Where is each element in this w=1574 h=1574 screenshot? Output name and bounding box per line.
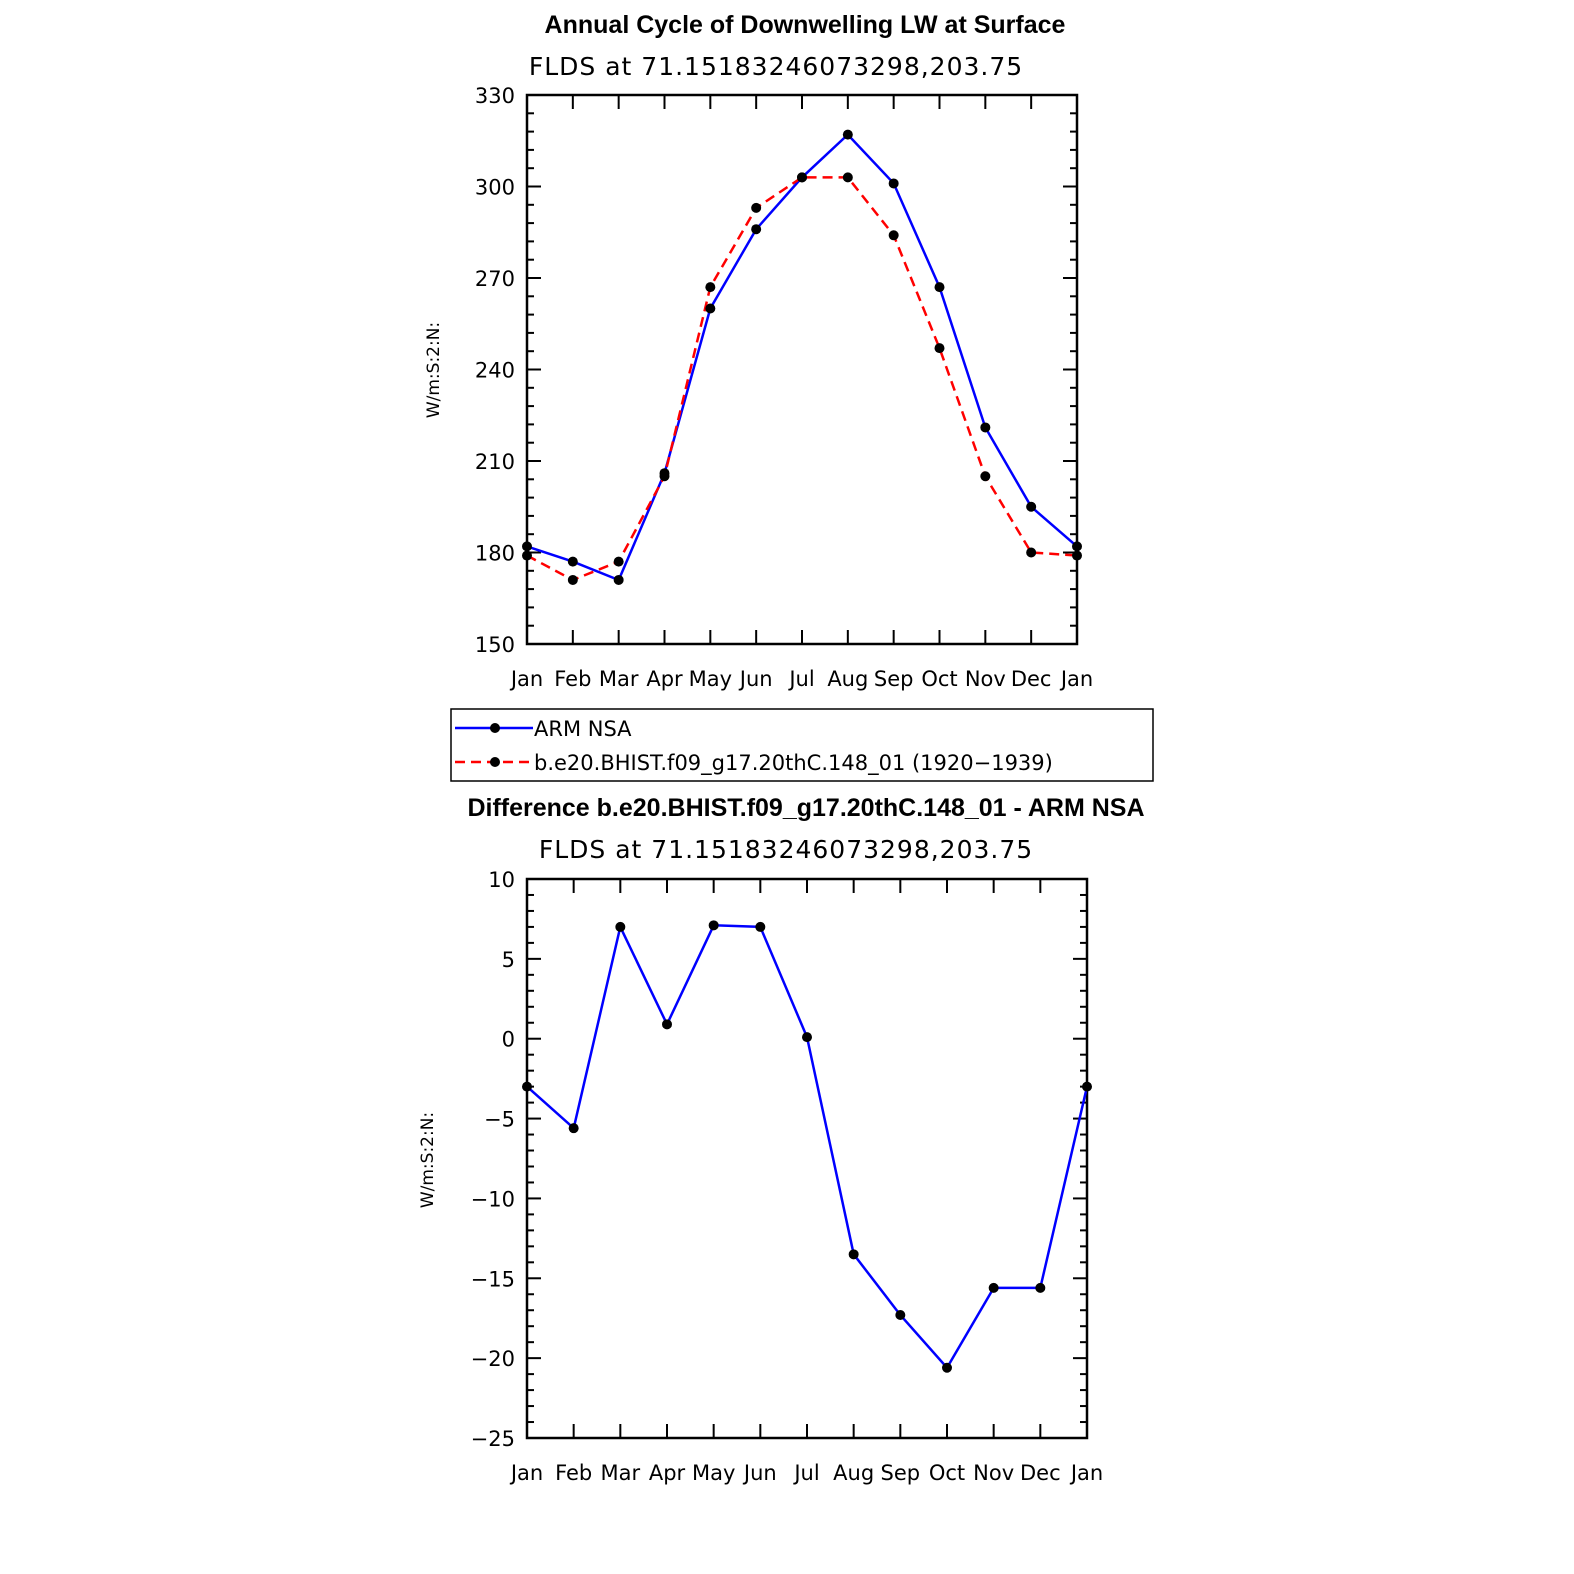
bottom-series-0-point	[942, 1362, 952, 1373]
bottom-series-line-0	[526, 923, 1089, 1370]
top-series-1-point	[980, 471, 991, 482]
top-xtick-label: Nov	[965, 667, 1006, 691]
bottom-chart-subtitle: FLDS at 71.15183246073298,203.75	[539, 835, 1033, 864]
top-y-axis-label: W/m:S:2:N:	[424, 322, 444, 418]
bottom-series-0-point	[568, 1123, 579, 1134]
bottom-xtick-label: Aug	[833, 1461, 874, 1485]
bottom-chart-title: Difference b.e20.BHIST.f09_g17.20thC.148…	[467, 794, 1144, 822]
top-xtick-label: Jan	[509, 667, 543, 691]
top-xtick-label: Jan	[1059, 667, 1093, 691]
top-ytick-label: 240	[475, 359, 515, 383]
bottom-series-0-point	[895, 1310, 906, 1321]
bottom-ytick-label: 10	[488, 868, 515, 892]
bottom-xtick-label: Dec	[1020, 1461, 1061, 1485]
top-series-1-point	[842, 172, 853, 183]
bottom-series-0-point	[1035, 1282, 1046, 1293]
top-xtick-label: Dec	[1011, 667, 1052, 691]
bottom-xtick-label: Apr	[649, 1461, 686, 1485]
bottom-ytick-label: −15	[471, 1267, 515, 1291]
bottom-xtick-label: Sep	[881, 1461, 921, 1485]
top-chart-title: Annual Cycle of Downwelling LW at Surfac…	[545, 11, 1066, 39]
top-xtick-label: May	[689, 667, 732, 691]
top-plot-area: 150 180 210 240 270 300 330 Jan Feb Mar Apr May Jun J…	[475, 84, 1093, 691]
top-xtick-label: Mar	[599, 667, 639, 691]
bottom-series-0-point	[615, 921, 626, 932]
bottom-ytick-label: −10	[471, 1187, 515, 1211]
bottom-ytick-label: −25	[471, 1427, 515, 1451]
top-ytick-label: 150	[475, 633, 515, 657]
bottom-series-0-point	[802, 1032, 812, 1043]
top-series-1-point	[934, 343, 945, 354]
bottom-ytick-label: 5	[502, 948, 515, 972]
top-series-1-point	[1026, 547, 1037, 558]
legend-marker-model	[490, 757, 500, 767]
top-series-0-point	[751, 224, 762, 235]
top-series-0-point	[705, 303, 716, 314]
bottom-series-0-point	[662, 1019, 672, 1030]
legend-marker-arm-nsa	[490, 723, 500, 733]
bottom-xtick-label: Jul	[792, 1461, 819, 1485]
top-series-0-point	[522, 541, 532, 552]
top-series-1-point	[522, 550, 532, 561]
bottom-y-axis-label: W/m:S:2:N:	[418, 1112, 438, 1208]
top-series-1-point	[613, 556, 624, 567]
bottom-ytick-label: 0	[502, 1028, 515, 1052]
top-series-1-point	[705, 282, 716, 293]
legend-label-model: b.e20.BHIST.f09_g17.20thC.148_01 (1920−1…	[534, 751, 1053, 776]
top-xtick-label: Feb	[554, 667, 591, 691]
top-series-1-point	[888, 230, 899, 241]
bottom-ytick-label: −5	[484, 1108, 515, 1132]
top-xtick-label: Apr	[646, 667, 683, 691]
top-ytick-label: 300	[475, 176, 515, 200]
top-series-0-point	[842, 129, 853, 140]
top-series-0-point	[888, 178, 899, 189]
top-ytick-label: 210	[475, 450, 515, 474]
bottom-series-0-point	[522, 1081, 532, 1092]
top-series-0-point	[613, 574, 624, 585]
bottom-series-0-point	[848, 1249, 859, 1260]
top-series-line-1	[526, 176, 1078, 582]
top-chart-subtitle: FLDS at 71.15183246073298,203.75	[529, 52, 1023, 81]
top-xtick-label: Oct	[921, 667, 957, 691]
top-series-1-point	[659, 471, 670, 482]
bottom-xtick-label: Oct	[929, 1461, 965, 1485]
bottom-xtick-label: Nov	[973, 1461, 1014, 1485]
top-series-1-point	[567, 574, 578, 585]
bottom-xtick-label: Jan	[509, 1461, 543, 1485]
bottom-xtick-label: May	[692, 1461, 735, 1485]
top-series-1-point	[751, 202, 762, 213]
top-series-1-point	[797, 172, 807, 183]
top-xtick-label: Jul	[787, 667, 814, 691]
bottom-xtick-label: Mar	[601, 1461, 641, 1485]
top-ytick-label: 180	[475, 542, 515, 566]
top-ytick-label: 330	[475, 84, 515, 108]
legend-box	[450, 708, 1154, 782]
top-series-0-point	[1026, 501, 1037, 512]
top-series-0-point	[567, 556, 578, 567]
legend: ARM NSA b.e20.BHIST.f09_g17.20thC.148_01…	[450, 708, 1154, 782]
bottom-series-0-point	[1082, 1081, 1092, 1092]
top-series-0-point	[934, 282, 945, 293]
bottom-plot-area: −25 −20 −15 −10 −5 0 5 10 Jan Feb Mar Apr May Jun Jul A…	[471, 868, 1104, 1485]
bottom-xtick-label: Jun	[742, 1461, 777, 1485]
top-xtick-label: Jun	[738, 667, 773, 691]
top-series-0-point	[1072, 541, 1082, 552]
top-xtick-label: Sep	[874, 667, 914, 691]
top-series-1-point	[1072, 550, 1082, 561]
bottom-series-0-point	[708, 920, 719, 931]
bottom-series-0-point	[988, 1282, 999, 1293]
bottom-xtick-label: Jan	[1069, 1461, 1103, 1485]
legend-label-arm-nsa: ARM NSA	[534, 717, 632, 741]
top-series-0-point	[980, 422, 991, 433]
top-xtick-label: Aug	[827, 667, 868, 691]
bottom-series-0-point	[755, 921, 766, 932]
top-ytick-label: 270	[475, 267, 515, 291]
bottom-ytick-label: −20	[471, 1347, 515, 1371]
top-series-line-0	[526, 132, 1078, 582]
bottom-xtick-label: Feb	[555, 1461, 592, 1485]
